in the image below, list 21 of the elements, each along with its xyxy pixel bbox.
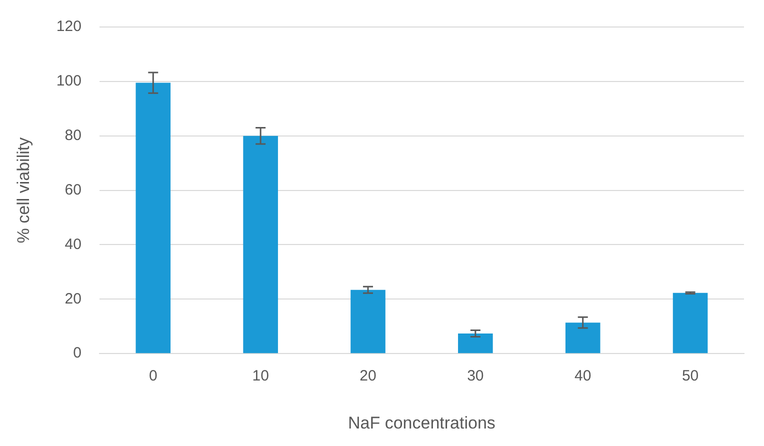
y-tick-label: 40 — [64, 236, 82, 253]
y-tick-label: 0 — [73, 344, 82, 362]
y-tick-label: 80 — [64, 127, 82, 144]
y-tick-label: 120 — [56, 18, 82, 36]
bar — [350, 290, 386, 354]
y-tick-label: 100 — [56, 72, 82, 90]
x-tick-label: 30 — [467, 368, 484, 385]
x-axis-title: NaF concentrations — [348, 413, 496, 432]
x-tick-label: 40 — [574, 368, 592, 385]
x-tick-label: 20 — [360, 368, 376, 385]
y-axis-title: % cell viability — [14, 136, 33, 244]
x-tick-label: 10 — [252, 368, 269, 385]
bar — [672, 292, 708, 354]
bar — [458, 333, 493, 354]
bar — [243, 136, 278, 354]
bar — [136, 82, 171, 354]
y-tick-label: 20 — [64, 290, 82, 308]
x-tick-label: 50 — [682, 368, 699, 385]
x-tick-label: 0 — [148, 368, 158, 385]
y-tick-label: 60 — [64, 181, 82, 198]
bar — [565, 322, 600, 354]
